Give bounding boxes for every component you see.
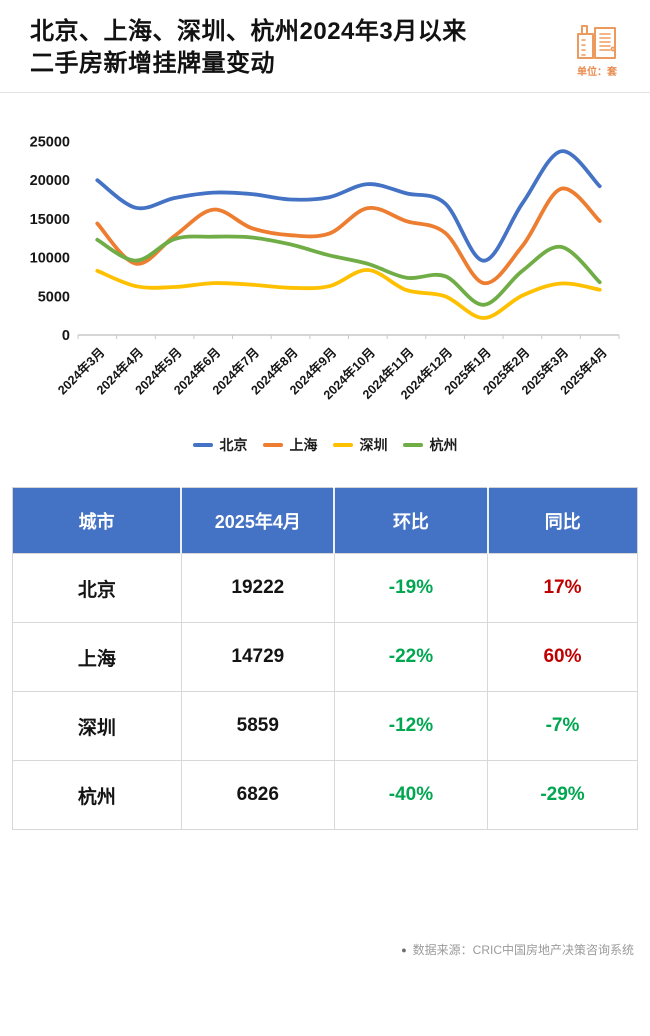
table-row-北京: 北京 19222 -19% 17% [12, 553, 638, 624]
legend-swatch [402, 443, 423, 448]
y-axis-label: 10000 [30, 251, 70, 267]
table-body: 北京 19222 -19% 17% 上海 14729 -22% 60% 深圳 5859 -12% -7… [12, 553, 638, 831]
legend-item-杭州: 杭州 [402, 435, 458, 455]
line-chart: 05000100001500020000250002024年3月2024年4月2… [30, 135, 620, 403]
table-row-深圳: 深圳 5859 -12% -7% [12, 691, 638, 762]
y-axis-label: 20000 [30, 174, 70, 190]
buildings-icon [568, 18, 626, 60]
value-cell: 14729 [180, 622, 335, 693]
page-title: 北京、上海、深圳、杭州2024年3月以来 二手房新增挂牌量变动 [30, 16, 467, 80]
mom-cell: -22% [333, 622, 489, 693]
series-line-深圳 [95, 268, 602, 321]
yoy-cell: -29% [487, 760, 638, 831]
mom-cell: -40% [333, 760, 489, 831]
source-note: ● 数据来源：CRIC中国房地产决策咨询系统 [401, 941, 634, 958]
legend-label: 北京 [219, 437, 248, 454]
value-cell: 19222 [180, 553, 335, 624]
series-line-上海 [95, 187, 602, 286]
legend-swatch [262, 443, 283, 448]
chart-legend: 北京 上海 深圳 杭州 [0, 435, 650, 455]
legend-item-上海: 上海 [262, 435, 318, 455]
city-cell: 上海 [12, 622, 182, 693]
y-axis-label: 0 [62, 328, 70, 344]
legend-swatch [192, 443, 213, 448]
legend-label: 上海 [289, 437, 318, 454]
legend-swatch [332, 443, 353, 448]
table-header-cell: 2025年4月 [180, 487, 335, 554]
unit-box: 单位：套 [568, 16, 626, 78]
city-cell: 深圳 [12, 691, 182, 762]
city-cell: 杭州 [12, 760, 182, 831]
y-axis-label: 25000 [30, 135, 70, 151]
y-axis-label: 15000 [30, 212, 70, 228]
header: 北京、上海、深圳、杭州2024年3月以来 二手房新增挂牌量变动 单位：套 [0, 0, 650, 80]
mom-cell: -19% [333, 553, 489, 624]
source-bullet-icon: ● [401, 944, 407, 955]
series-line-杭州 [95, 234, 602, 308]
value-cell: 5859 [180, 691, 335, 762]
table-head: 城市 2025年4月 环比 同比 [12, 487, 638, 554]
page-title-line2: 二手房新增挂牌量变动 [30, 50, 275, 78]
value-cell: 6826 [180, 760, 335, 831]
table-header-cell: 同比 [486, 487, 638, 554]
data-table: 城市 2025年4月 环比 同比 北京 19222 -19% 17% 上海 14729 -22% 6… [12, 487, 638, 831]
mom-cell: -12% [333, 691, 489, 762]
yoy-cell: 17% [487, 553, 638, 624]
header-divider [0, 92, 650, 94]
yoy-cell: 60% [487, 622, 638, 693]
source-text: 数据来源：CRIC中国房地产决策咨询系统 [412, 943, 634, 957]
table-row-杭州: 杭州 6826 -40% -29% [12, 760, 638, 831]
table-header-row: 城市 2025年4月 环比 同比 [12, 487, 638, 554]
legend-item-深圳: 深圳 [332, 435, 388, 455]
legend-item-北京: 北京 [192, 435, 248, 455]
series-line-北京 [95, 149, 602, 263]
yoy-cell: -7% [487, 691, 638, 762]
y-axis-label: 5000 [38, 290, 70, 306]
legend-label: 深圳 [359, 437, 388, 454]
legend-label: 杭州 [429, 437, 458, 454]
table-wrap: 城市 2025年4月 环比 同比 北京 19222 -19% 17% 上海 14729 -22% 6… [12, 487, 638, 831]
page-title-line1: 北京、上海、深圳、杭州2024年3月以来 [30, 18, 467, 45]
table-header-cell: 城市 [12, 487, 182, 554]
unit-label: 单位：套 [577, 67, 617, 78]
table-row-上海: 上海 14729 -22% 60% [12, 622, 638, 693]
city-cell: 北京 [12, 553, 182, 624]
table-header-cell: 环比 [333, 487, 488, 554]
